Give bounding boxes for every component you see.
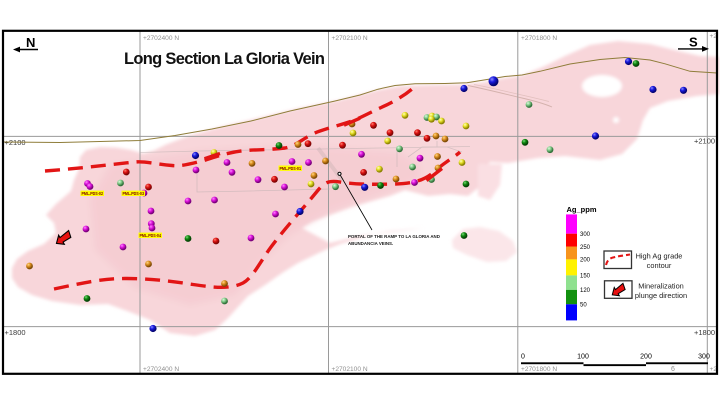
svg-text:+1800: +1800 — [5, 328, 26, 337]
svg-text:+2702400 N: +2702400 N — [143, 366, 179, 373]
svg-text:+1800: +1800 — [694, 328, 715, 337]
svg-text:S: S — [689, 35, 698, 50]
svg-text:N: N — [26, 35, 35, 50]
svg-text:+2702400 N: +2702400 N — [143, 35, 179, 42]
svg-text:+2: +2 — [710, 33, 718, 40]
svg-text:120: 120 — [580, 288, 591, 294]
svg-text:6: 6 — [671, 366, 675, 373]
svg-text:+2702100 N: +2702100 N — [332, 366, 368, 373]
svg-text:+2100: +2100 — [694, 137, 715, 146]
svg-text:PML.PDS-01: PML.PDS-01 — [280, 166, 302, 171]
svg-text:Ag_ppm: Ag_ppm — [567, 205, 597, 214]
svg-text:High Ag grade: High Ag grade — [636, 252, 683, 261]
svg-text:Long Section La Gloria Vein: Long Section La Gloria Vein — [124, 50, 325, 68]
svg-text:+2701800 N: +2701800 N — [521, 35, 557, 42]
svg-text:200: 200 — [580, 258, 591, 264]
svg-text:+2701800 N: +2701800 N — [521, 366, 557, 373]
svg-text:250: 250 — [580, 245, 591, 251]
svg-text:50: 50 — [580, 303, 587, 309]
svg-text:300: 300 — [580, 232, 591, 238]
svg-text:+2702100 N: +2702100 N — [332, 35, 368, 42]
svg-text:ABUNDANCIA VEINS.: ABUNDANCIA VEINS. — [348, 241, 393, 246]
svg-text:+2: +2 — [710, 366, 718, 373]
svg-text:plunge direction: plunge direction — [635, 291, 687, 300]
svg-text:PML.PDS-04: PML.PDS-04 — [140, 233, 162, 238]
svg-text:PML.PDS-02: PML.PDS-02 — [82, 191, 104, 196]
svg-text:0: 0 — [521, 354, 525, 361]
svg-text:PML.PDS-03: PML.PDS-03 — [123, 191, 145, 196]
svg-text:PORTAL OF THE RAMP TO LA GLORI: PORTAL OF THE RAMP TO LA GLORIA AND — [348, 234, 440, 239]
svg-text:300: 300 — [698, 354, 710, 361]
svg-text:100: 100 — [577, 354, 589, 361]
svg-text:Mineralization: Mineralization — [638, 282, 684, 291]
svg-text:200: 200 — [640, 354, 652, 361]
svg-text:contour: contour — [647, 261, 672, 270]
svg-text:150: 150 — [580, 274, 591, 280]
